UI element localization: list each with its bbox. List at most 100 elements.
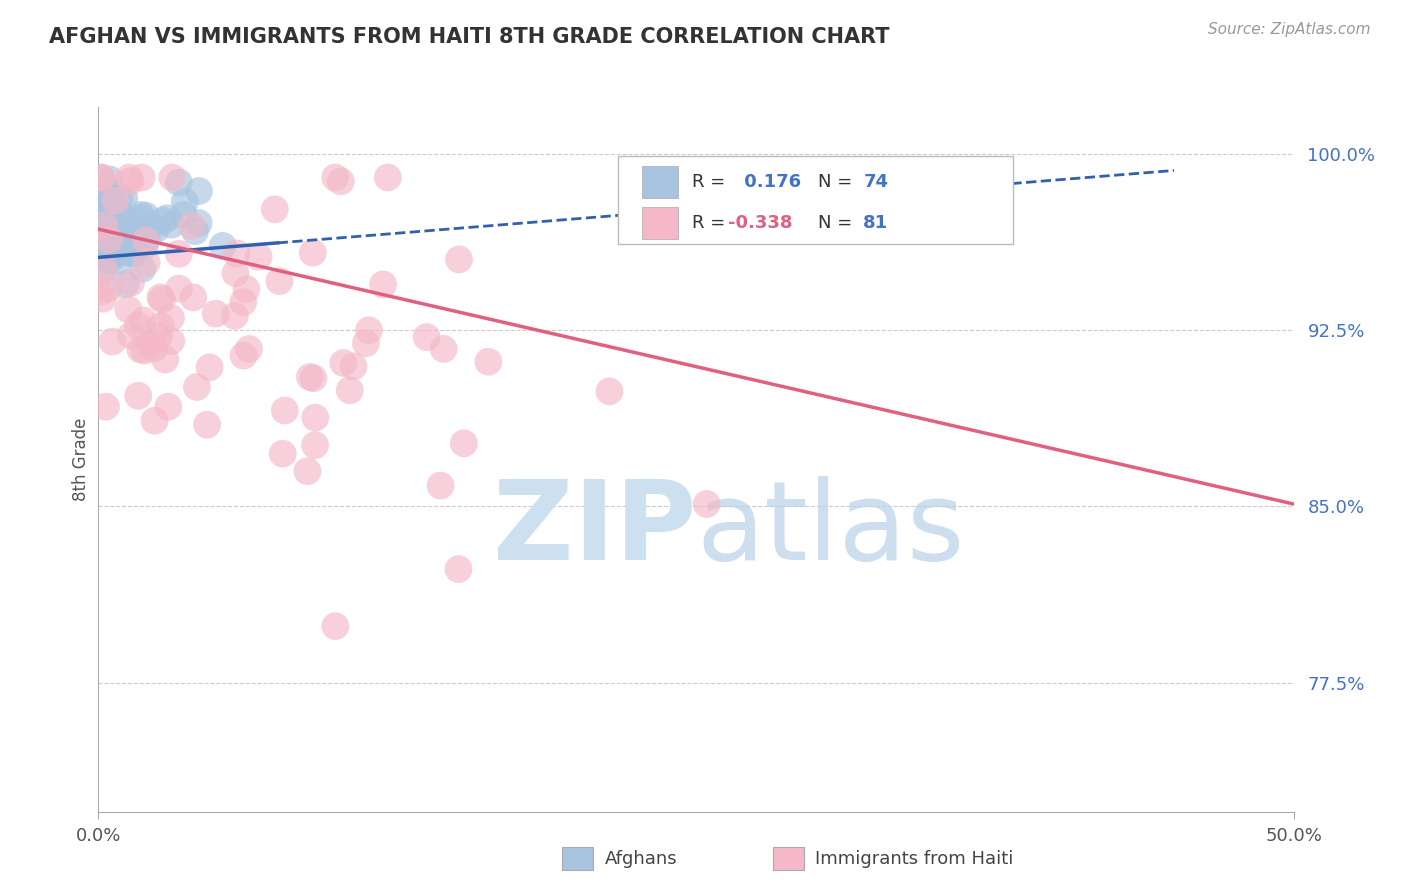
Point [94, 203, 117, 218]
Point [129, 208, 152, 222]
Point [415, 330, 437, 344]
Point [129, 343, 152, 357]
Point [117, 302, 139, 317]
Point [160, 334, 183, 348]
Point [90, 219, 112, 234]
Point [135, 234, 157, 248]
Point [132, 313, 155, 327]
Point [97, 201, 120, 215]
Point [225, 246, 247, 260]
Point [149, 290, 172, 304]
Point [104, 224, 127, 238]
Text: Immigrants from Haiti: Immigrants from Haiti [815, 849, 1014, 868]
Text: Afghans: Afghans [605, 849, 678, 868]
Point [114, 245, 136, 260]
Point [232, 349, 254, 363]
Point [121, 236, 143, 251]
Point [90, 224, 112, 238]
Point [90, 170, 112, 185]
Point [447, 252, 470, 267]
Point [162, 170, 184, 185]
Point [98, 233, 121, 247]
Point [477, 354, 499, 368]
Point [93, 242, 115, 256]
Point [152, 213, 174, 227]
Point [129, 211, 152, 226]
Point [100, 230, 122, 244]
Point [120, 174, 142, 188]
Point [101, 227, 124, 242]
Point [90, 205, 112, 219]
Point [598, 384, 620, 399]
Point [269, 274, 291, 288]
Point [167, 246, 190, 260]
Point [127, 389, 149, 403]
Y-axis label: 8th Grade: 8th Grade [72, 417, 90, 501]
Point [108, 191, 131, 205]
Point [93, 262, 115, 277]
Point [447, 562, 470, 576]
Point [93, 226, 115, 240]
Bar [643, 207, 678, 238]
Point [138, 219, 160, 234]
Point [112, 191, 135, 205]
Point [304, 410, 326, 425]
Text: atlas: atlas [696, 476, 965, 583]
Point [93, 235, 115, 250]
Point [110, 230, 132, 244]
Point [148, 329, 170, 343]
Point [271, 447, 294, 461]
Point [131, 170, 153, 185]
Point [135, 209, 157, 223]
Point [91, 218, 114, 232]
Point [696, 497, 718, 511]
Text: R =: R = [692, 214, 731, 232]
Text: 74: 74 [863, 173, 889, 191]
Point [143, 414, 166, 428]
Text: AFGHAN VS IMMIGRANTS FROM HAITI 8TH GRADE CORRELATION CHART: AFGHAN VS IMMIGRANTS FROM HAITI 8TH GRAD… [49, 27, 890, 46]
Point [93, 218, 115, 232]
Point [90, 235, 112, 250]
Point [135, 255, 157, 269]
Point [155, 352, 177, 367]
Bar [643, 166, 678, 198]
Point [135, 231, 157, 245]
Point [94, 229, 117, 244]
Point [91, 209, 114, 223]
Point [150, 293, 173, 307]
Text: N =: N = [818, 214, 858, 232]
Point [90, 206, 112, 220]
Point [157, 400, 180, 414]
Point [323, 170, 346, 185]
FancyBboxPatch shape [619, 156, 1012, 244]
Point [377, 170, 399, 185]
Point [93, 238, 115, 252]
Point [304, 438, 326, 452]
Point [138, 220, 160, 235]
Point [453, 436, 475, 450]
Point [433, 342, 456, 356]
Point [298, 370, 321, 384]
Point [90, 196, 112, 211]
Point [122, 246, 145, 260]
Point [90, 285, 112, 299]
Point [301, 245, 323, 260]
Point [120, 328, 142, 343]
Text: 0.176: 0.176 [738, 173, 801, 191]
Point [97, 192, 120, 206]
Point [91, 292, 114, 306]
Point [114, 277, 136, 292]
Text: 81: 81 [863, 214, 889, 232]
Point [114, 228, 136, 243]
Point [173, 194, 195, 209]
Point [302, 371, 325, 385]
Point [184, 224, 207, 238]
Point [118, 170, 141, 185]
Point [98, 172, 121, 186]
Point [104, 230, 127, 244]
Point [156, 211, 179, 226]
Point [100, 249, 122, 263]
Point [187, 184, 209, 198]
Point [107, 254, 129, 268]
Point [134, 239, 156, 253]
